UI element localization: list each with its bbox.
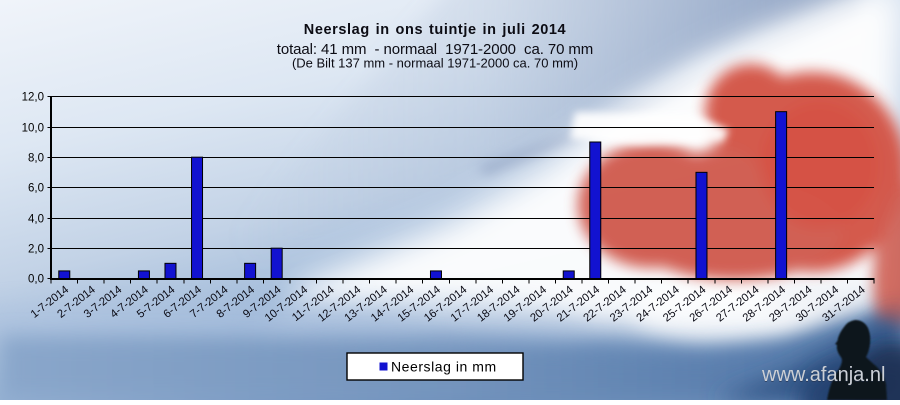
- svg-text:12,0: 12,0: [22, 92, 44, 104]
- svg-text:Neerslag in mm: Neerslag in mm: [391, 359, 497, 375]
- svg-text:totaal: 41 mm - normaal 1971: totaal: 41 mm - normaal 1971-2000 ca. 70…: [277, 41, 593, 58]
- svg-text:2,0: 2,0: [28, 244, 44, 256]
- svg-text:4,0: 4,0: [28, 214, 44, 226]
- svg-text:0,0: 0,0: [28, 274, 44, 286]
- svg-text:www.afanja.nl: www.afanja.nl: [761, 365, 885, 387]
- svg-text:6,0: 6,0: [28, 183, 44, 195]
- svg-text:(De Bilt 137 mm - normaal 1971: (De Bilt 137 mm - normaal 1971-2000 ca. …: [292, 56, 578, 71]
- svg-text:www.afanja.nl: www.afanja.nl: [761, 364, 885, 386]
- svg-text:8,0: 8,0: [28, 153, 44, 165]
- svg-text:Neerslag in ons tuintje in jul: Neerslag in ons tuintje in juli 2014: [304, 22, 566, 38]
- svg-text:10,0: 10,0: [22, 123, 44, 135]
